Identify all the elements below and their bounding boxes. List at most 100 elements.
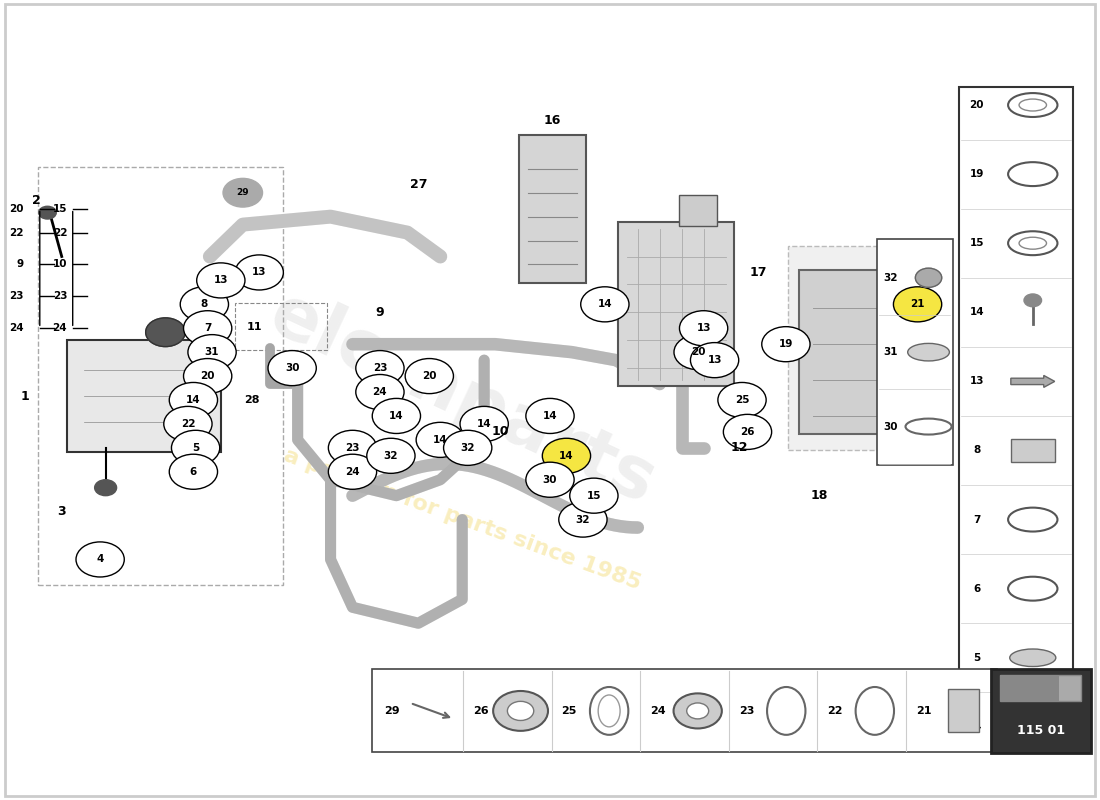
Text: 3: 3	[57, 505, 66, 518]
Text: 31: 31	[883, 347, 898, 357]
Ellipse shape	[1010, 649, 1056, 666]
Circle shape	[145, 318, 185, 346]
Circle shape	[169, 382, 218, 418]
Text: 2: 2	[32, 194, 41, 207]
Text: 30: 30	[285, 363, 299, 373]
Text: 23: 23	[53, 291, 67, 302]
Circle shape	[686, 703, 708, 719]
Circle shape	[443, 430, 492, 466]
Circle shape	[76, 542, 124, 577]
Text: 30: 30	[542, 474, 558, 485]
Text: 23: 23	[373, 363, 387, 373]
FancyBboxPatch shape	[1000, 675, 1081, 701]
Text: 20: 20	[200, 371, 214, 381]
Circle shape	[329, 454, 376, 490]
Text: 14: 14	[969, 307, 984, 318]
Circle shape	[893, 286, 942, 322]
Text: 25: 25	[735, 395, 749, 405]
Text: 24: 24	[53, 323, 67, 334]
Circle shape	[673, 694, 722, 729]
Text: 14: 14	[389, 411, 404, 421]
Text: 24: 24	[345, 466, 360, 477]
Text: 29: 29	[384, 706, 400, 716]
Circle shape	[188, 334, 236, 370]
FancyBboxPatch shape	[67, 340, 221, 452]
Circle shape	[235, 255, 284, 290]
Circle shape	[268, 350, 317, 386]
Circle shape	[460, 406, 508, 442]
Circle shape	[184, 310, 232, 346]
FancyBboxPatch shape	[680, 195, 717, 226]
Text: 20: 20	[422, 371, 437, 381]
FancyBboxPatch shape	[799, 270, 904, 434]
Text: 14: 14	[559, 451, 574, 461]
Text: 15: 15	[969, 238, 984, 248]
Circle shape	[169, 454, 218, 490]
Circle shape	[355, 374, 404, 410]
Text: 23: 23	[739, 706, 755, 716]
Text: 29: 29	[236, 188, 249, 198]
FancyBboxPatch shape	[991, 669, 1091, 753]
Text: 20: 20	[969, 100, 984, 110]
FancyBboxPatch shape	[618, 222, 735, 386]
Text: 4: 4	[974, 722, 980, 732]
Circle shape	[184, 358, 232, 394]
Text: 11: 11	[248, 322, 263, 332]
Text: 30: 30	[883, 422, 898, 431]
Text: a passion for parts since 1985: a passion for parts since 1985	[280, 446, 644, 594]
Circle shape	[223, 178, 263, 207]
Circle shape	[372, 398, 420, 434]
FancyBboxPatch shape	[948, 690, 979, 733]
Text: 25: 25	[562, 706, 578, 716]
Ellipse shape	[908, 343, 949, 361]
Text: 5: 5	[192, 443, 199, 453]
Text: 24: 24	[650, 706, 666, 716]
Text: 23: 23	[345, 443, 360, 453]
Text: 28: 28	[244, 395, 260, 405]
FancyBboxPatch shape	[1011, 438, 1055, 462]
Text: 26: 26	[740, 427, 755, 437]
Text: 8: 8	[974, 446, 980, 455]
Circle shape	[762, 326, 810, 362]
FancyBboxPatch shape	[519, 134, 586, 283]
Circle shape	[507, 702, 534, 721]
Text: 19: 19	[779, 339, 793, 349]
Text: 20: 20	[9, 204, 23, 214]
Circle shape	[718, 382, 767, 418]
Text: 7: 7	[204, 323, 211, 334]
Text: 10: 10	[492, 426, 509, 438]
Text: 17: 17	[750, 266, 767, 279]
Circle shape	[180, 286, 229, 322]
Text: 115 01: 115 01	[1016, 724, 1065, 738]
Text: 1: 1	[20, 390, 29, 402]
Text: 6: 6	[974, 584, 980, 594]
Circle shape	[493, 691, 548, 731]
Text: 14: 14	[477, 419, 492, 429]
Circle shape	[724, 414, 771, 450]
Text: 16: 16	[544, 114, 561, 127]
Circle shape	[542, 438, 591, 474]
Text: 4: 4	[97, 554, 103, 565]
Text: 18: 18	[810, 489, 827, 502]
Text: 21: 21	[911, 299, 925, 310]
Circle shape	[164, 406, 212, 442]
Circle shape	[1024, 294, 1042, 306]
Text: 32: 32	[461, 443, 475, 453]
Text: 20: 20	[691, 347, 705, 357]
Text: 27: 27	[409, 178, 427, 191]
Circle shape	[691, 342, 739, 378]
FancyBboxPatch shape	[788, 246, 926, 450]
Text: 10: 10	[53, 259, 67, 270]
Circle shape	[526, 398, 574, 434]
Text: 19: 19	[969, 169, 984, 179]
Text: 21: 21	[916, 706, 932, 716]
Text: 8: 8	[200, 299, 208, 310]
Text: 26: 26	[473, 706, 488, 716]
Text: 24: 24	[373, 387, 387, 397]
Text: 14: 14	[597, 299, 613, 310]
Text: 13: 13	[969, 376, 984, 386]
Text: 23: 23	[9, 291, 23, 302]
Text: 14: 14	[542, 411, 558, 421]
Text: 7: 7	[974, 514, 980, 525]
Text: 13: 13	[252, 267, 266, 278]
